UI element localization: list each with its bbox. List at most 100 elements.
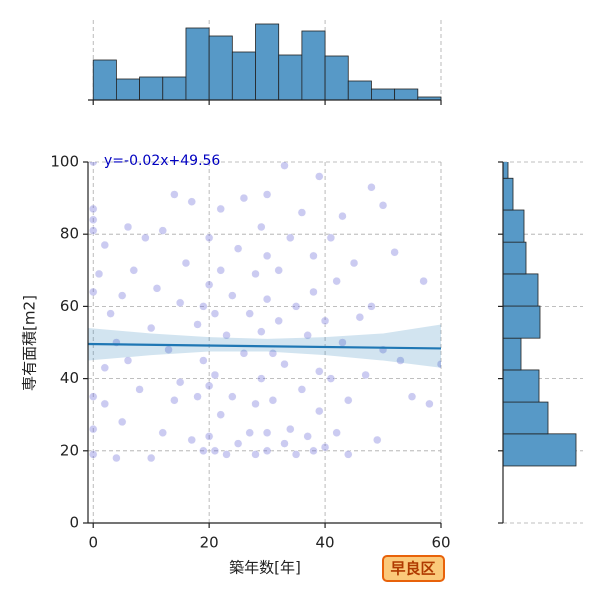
point [222, 450, 231, 459]
hist-bar [162, 76, 187, 101]
point [94, 269, 104, 279]
hist-bar [278, 54, 303, 101]
hist-bar [502, 209, 525, 243]
point [170, 190, 179, 199]
point [361, 370, 370, 380]
point [390, 248, 399, 257]
point [88, 204, 98, 214]
point [326, 374, 336, 383]
hist-bar [502, 369, 540, 403]
point [175, 298, 185, 308]
point [88, 215, 98, 225]
point [355, 312, 365, 322]
point [222, 331, 231, 340]
point [204, 280, 214, 289]
hist-bar [255, 23, 280, 101]
point [396, 356, 405, 365]
point [315, 172, 324, 181]
y-axis-label: 専有面積[m2] [21, 295, 39, 391]
point [123, 356, 133, 365]
point [419, 276, 428, 286]
point [181, 258, 191, 268]
point [204, 233, 214, 243]
hist-bar [371, 88, 396, 101]
point [303, 331, 312, 340]
point [367, 183, 376, 192]
point [88, 226, 98, 235]
x-tick-label: 40 [316, 534, 335, 552]
hist-bar [502, 241, 527, 275]
hist-bar [502, 273, 539, 307]
point [204, 381, 214, 391]
point [291, 302, 301, 311]
point [233, 439, 243, 448]
point [378, 201, 388, 210]
hist-bar [116, 78, 140, 101]
point [274, 266, 283, 275]
point [280, 162, 289, 170]
point [88, 392, 98, 401]
point [262, 294, 272, 304]
hist-bar [185, 27, 210, 101]
point [344, 396, 353, 405]
hist-bar [139, 76, 164, 101]
point [117, 291, 127, 300]
point [193, 320, 202, 329]
point [228, 291, 237, 300]
point [199, 356, 208, 365]
point [106, 309, 115, 318]
hist-bar [208, 35, 233, 101]
point [210, 309, 220, 318]
hist-bar [301, 30, 326, 101]
point [280, 439, 289, 448]
point [135, 385, 144, 394]
regression-line [87, 342, 442, 350]
point [251, 450, 260, 459]
point [112, 453, 121, 463]
point [344, 450, 353, 459]
point [175, 377, 185, 387]
point [309, 287, 318, 297]
hist-bar [502, 162, 509, 179]
point [251, 399, 260, 409]
point [88, 450, 98, 459]
point [309, 251, 318, 261]
hist-bar [502, 177, 514, 211]
point [257, 327, 266, 336]
point [320, 442, 330, 452]
y-tick-label: 60 [60, 297, 79, 315]
regression-label: y=-0.02x+49.56 [104, 153, 220, 169]
point [367, 302, 376, 311]
y-tick-label: 100 [50, 153, 79, 171]
y-tick-label: 80 [60, 225, 79, 243]
hist-bar [502, 337, 522, 371]
point [251, 269, 260, 279]
point [262, 428, 272, 437]
point [303, 432, 312, 441]
point [315, 406, 324, 416]
points [88, 162, 441, 463]
point [100, 240, 110, 250]
point [100, 363, 110, 373]
point [262, 251, 272, 261]
point [257, 222, 266, 232]
point [123, 222, 133, 232]
hist-bar [231, 51, 256, 101]
point [88, 162, 98, 167]
point [338, 211, 347, 221]
point [407, 392, 417, 401]
point [129, 266, 139, 275]
point [297, 208, 307, 217]
point [233, 244, 243, 253]
hist-bar [347, 80, 372, 101]
point [187, 435, 197, 445]
point [309, 446, 318, 456]
point [199, 446, 208, 456]
point [332, 428, 341, 437]
point [286, 424, 295, 434]
point [262, 446, 272, 456]
point [349, 258, 359, 268]
point [274, 316, 283, 326]
point [320, 316, 330, 326]
